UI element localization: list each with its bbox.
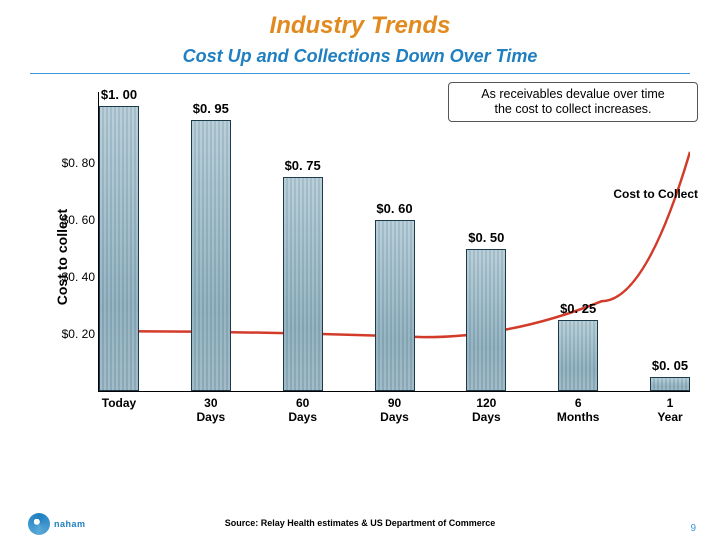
callout-line1: As receivables devalue over time (457, 87, 689, 102)
logo-swirl-icon (28, 513, 50, 535)
page-title: Industry Trends (0, 12, 720, 40)
x-category-label: Today (79, 397, 159, 411)
bar-slot: $0. 9530Days (191, 92, 231, 391)
page-subtitle: Cost Up and Collections Down Over Time (0, 46, 720, 67)
x-category-label: 1Year (630, 397, 710, 425)
bar (375, 220, 415, 391)
divider (30, 73, 690, 74)
callout-box: As receivables devalue over time the cos… (448, 82, 698, 122)
x-category-label: 90Days (355, 397, 435, 425)
y-tick-label: $0. 20 (53, 327, 95, 341)
x-category-label: 30Days (171, 397, 251, 425)
bar-slot: $1. 00Today (99, 92, 139, 391)
x-category-label: 60Days (263, 397, 343, 425)
legend-label: Cost to Collect (613, 187, 698, 201)
bar-value-label: $0. 50 (436, 230, 536, 245)
bar-value-label: $0. 25 (528, 301, 628, 316)
bar (650, 377, 690, 391)
logo-text: naham (54, 519, 86, 529)
bar-value-label: $0. 95 (161, 101, 261, 116)
bar (191, 120, 231, 391)
bar-value-label: $0. 60 (345, 201, 445, 216)
y-tick-label: $0. 80 (53, 156, 95, 170)
plot-area: $0. 80$0. 60$0. 40$0. 20$1. 00Today$0. 9… (98, 92, 690, 392)
bar-slot: $0. 7560Days (283, 92, 323, 391)
bar-value-label: $0. 75 (253, 158, 353, 173)
bar (99, 106, 139, 391)
x-category-label: 120Days (446, 397, 526, 425)
bar (466, 249, 506, 391)
chart: Cost to collect $0. 80$0. 60$0. 40$0. 20… (70, 92, 690, 422)
x-category-label: 6Months (538, 397, 618, 425)
bar-slot: $0. 6090Days (375, 92, 415, 391)
y-tick-label: $0. 40 (53, 270, 95, 284)
callout-line2: the cost to collect increases. (457, 102, 689, 117)
source-text: Source: Relay Health estimates & US Depa… (0, 518, 720, 528)
bar-value-label: $1. 00 (69, 87, 169, 102)
page-number: 9 (690, 523, 696, 534)
bar-slot: $0. 50120Days (466, 92, 506, 391)
brand-logo: naham (24, 510, 88, 538)
bar-slot: $0. 256Months (558, 92, 598, 391)
bar-value-label: $0. 05 (620, 358, 720, 373)
bar (283, 177, 323, 391)
y-tick-label: $0. 60 (53, 213, 95, 227)
bar-slot: $0. 051Year (650, 92, 690, 391)
bar (558, 320, 598, 391)
